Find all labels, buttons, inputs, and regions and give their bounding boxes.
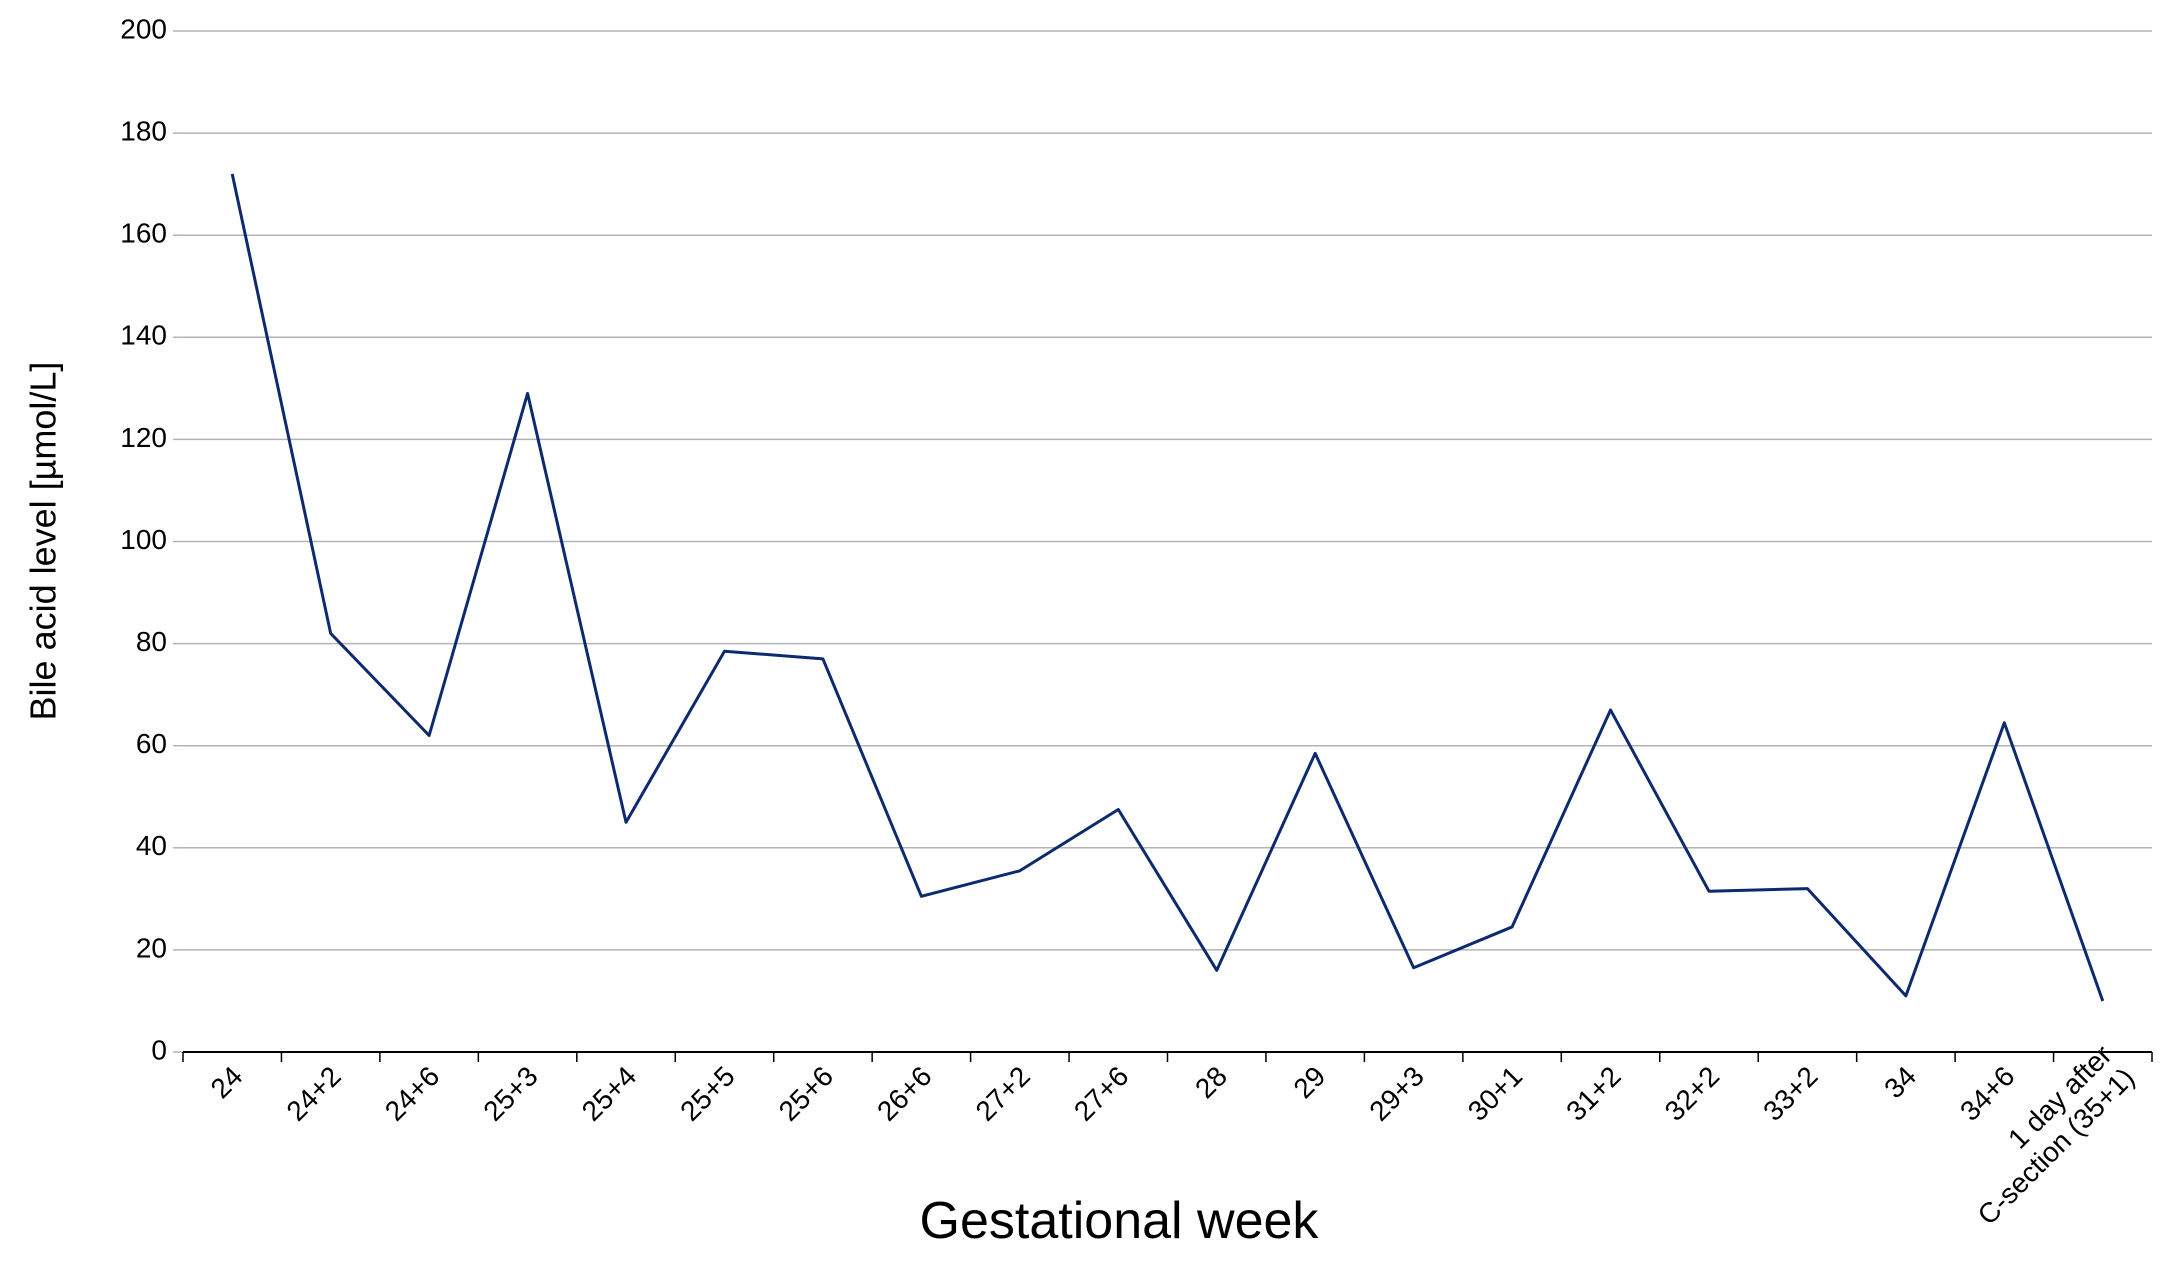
x-tick-label: 27+2 — [970, 1060, 1037, 1127]
x-tick-label: 29+3 — [1363, 1060, 1430, 1127]
y-axis-title: Bile acid level [µmol/L] — [23, 362, 64, 721]
x-tick-label: 31+2 — [1560, 1060, 1627, 1127]
x-tick-label: 33+2 — [1757, 1060, 1824, 1127]
y-tick-label: 100 — [120, 524, 167, 555]
y-tick-label: 200 — [120, 13, 167, 44]
x-axis-title: Gestational week — [920, 1192, 1320, 1250]
y-tick-label: 0 — [151, 1034, 167, 1065]
x-tick-label: 30+1 — [1462, 1060, 1529, 1127]
y-tick-label: 140 — [120, 320, 167, 351]
x-tick-label: 32+2 — [1659, 1060, 1726, 1127]
x-tick-label: 24+6 — [379, 1060, 446, 1127]
y-tick-label: 180 — [120, 115, 167, 146]
y-tick-label: 80 — [136, 626, 167, 657]
y-tick-label: 60 — [136, 728, 167, 759]
x-tick-label: 25+5 — [674, 1060, 741, 1127]
y-tick-label: 120 — [120, 422, 167, 453]
x-tick-label: 27+6 — [1068, 1060, 1135, 1127]
x-tick-label: 1 day afterC-section (35+1) — [1949, 1039, 2141, 1231]
x-tick-label: 29 — [1287, 1060, 1331, 1104]
x-tick-label: 34 — [1878, 1060, 1922, 1104]
x-tick-label: 34+6 — [1954, 1060, 2021, 1127]
x-tick-label: 25+3 — [477, 1060, 544, 1127]
y-tick-label: 20 — [136, 932, 167, 963]
x-tick-label: 28 — [1189, 1060, 1233, 1104]
y-tick-label: 40 — [136, 830, 167, 861]
x-tick-label: 25+6 — [773, 1060, 840, 1127]
data-line — [230, 173, 2105, 1002]
x-tick-label: 24+2 — [280, 1060, 347, 1127]
x-tick-label: 24 — [205, 1060, 249, 1104]
y-tick-label: 160 — [120, 218, 167, 249]
x-tick-label: 26+6 — [871, 1060, 938, 1127]
x-tick-label: 25+4 — [576, 1060, 643, 1127]
